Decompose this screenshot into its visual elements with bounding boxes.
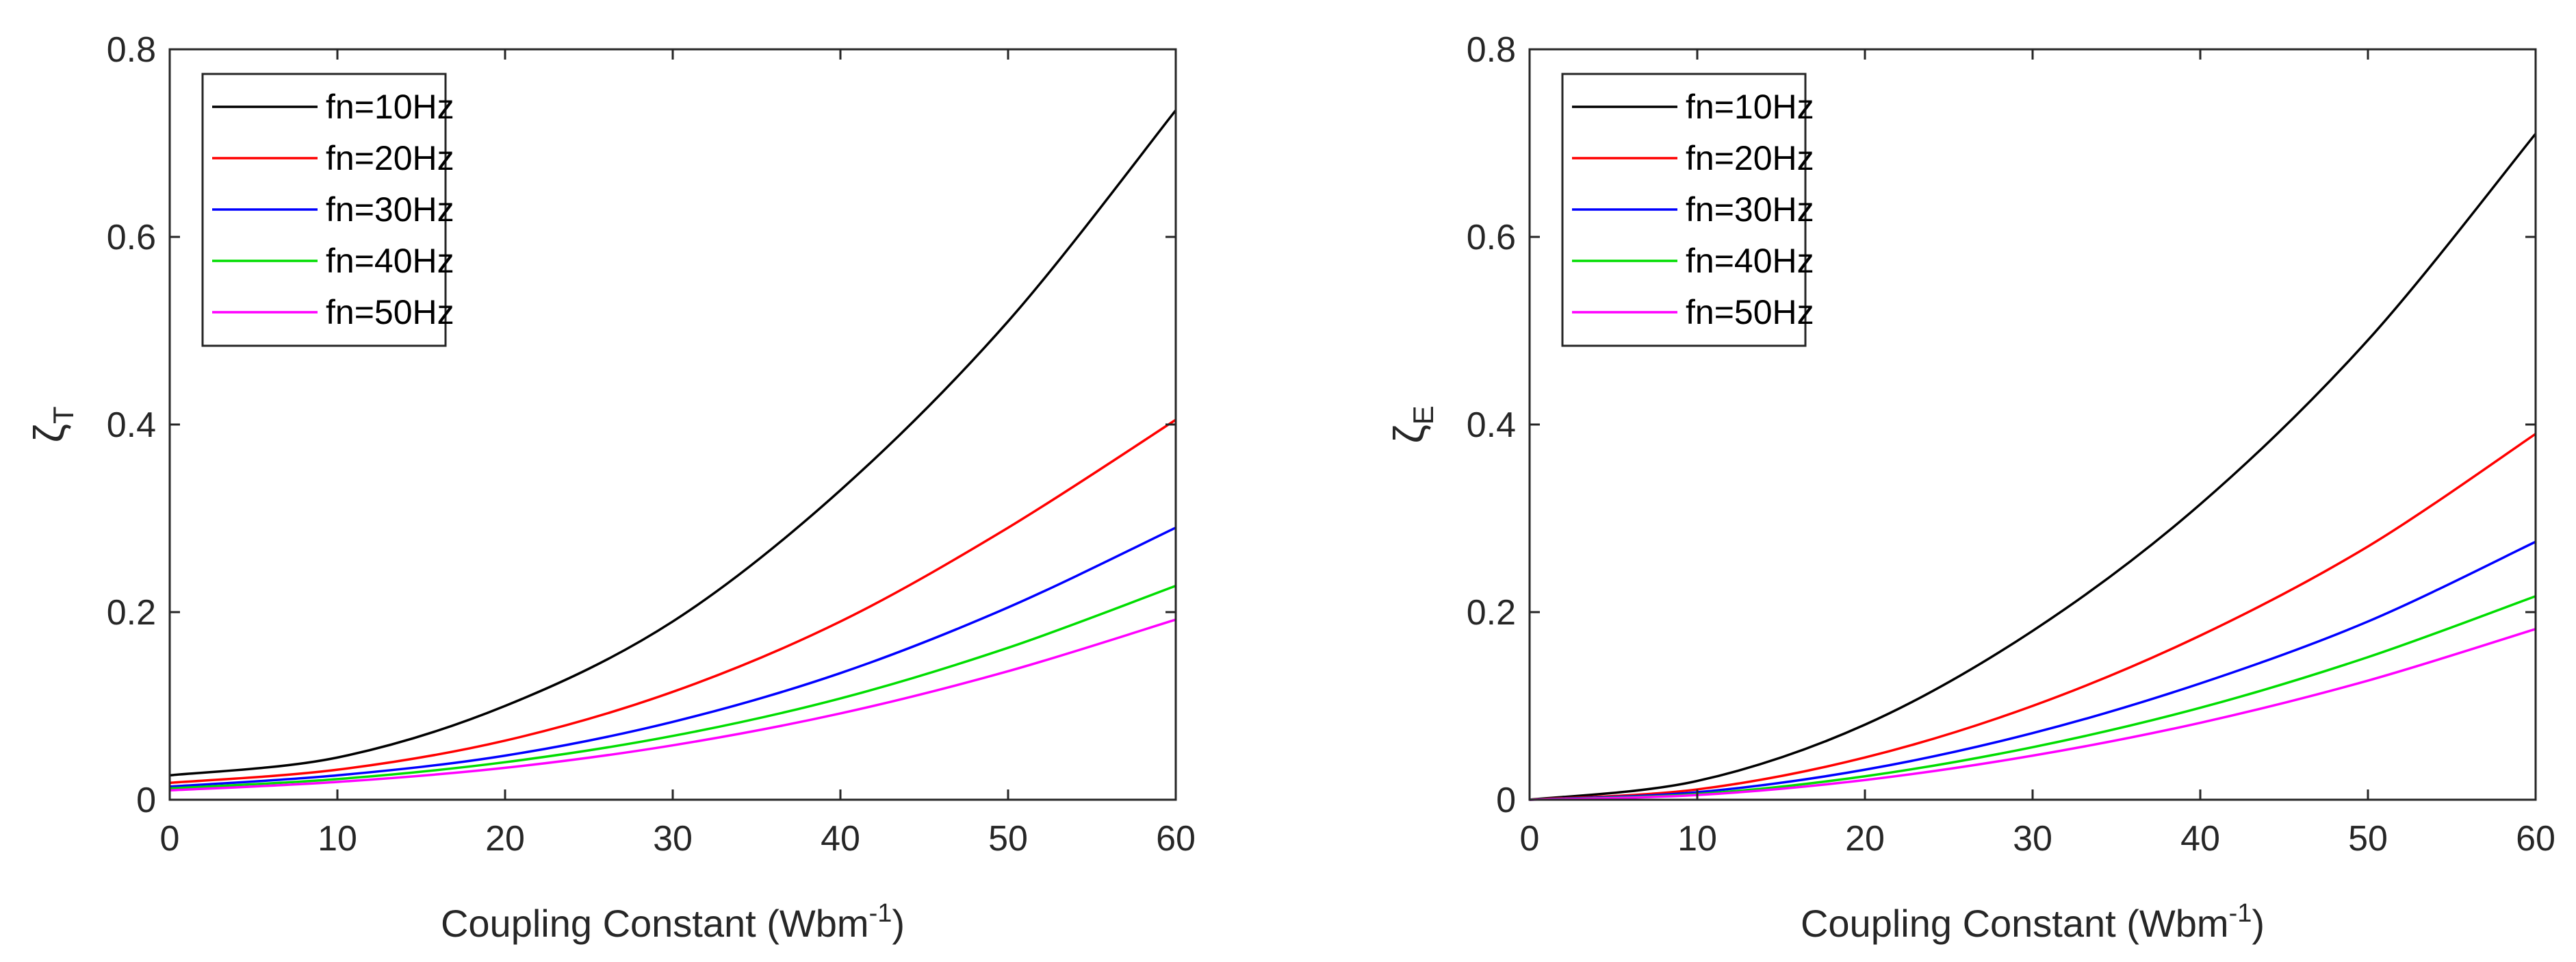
legend-label: fn=20Hz [326,139,454,177]
x-axis-label: Coupling Constant (Wbm-1) [1801,899,2265,945]
x-tick-label: 20 [1845,819,1885,859]
y-tick-label: 0 [1496,781,1516,820]
series-line-fn=20Hz [169,418,1176,785]
y-tick-label: 0.8 [1467,30,1516,70]
x-tick-label: 0 [160,819,180,859]
x-tick-label: 40 [2180,819,2220,859]
y-axis-label: ζE [1386,405,1439,443]
x-tick-label: 30 [653,819,693,859]
legend-label: fn=40Hz [326,242,454,280]
legend-label: fn=10Hz [1686,88,1814,126]
x-tick-label: 30 [2013,819,2052,859]
x-tick-label: 50 [2348,819,2388,859]
y-tick-label: 0.4 [1467,405,1516,445]
legend-label: fn=20Hz [1686,139,1814,177]
y-tick-label: 0.6 [107,218,156,257]
x-tick-label: 60 [2516,819,2555,859]
legend: fn=10Hz fn=20Hz fn=30Hz fn=40Hz fn=50Hz [1561,73,1814,347]
series-line-fn=50Hz [169,618,1176,792]
y-axis-label: ζT [26,407,79,443]
y-tick-label: 0.2 [1467,593,1516,633]
chart-panel-2: 0 10 20 30 40 50 60 0 0.2 0.4 0.6 0.8 Coupling Const… [1386,30,2555,945]
x-tick-label: 0 [1520,819,1540,859]
series-line-fn=40Hz [169,584,1176,790]
legend-label: fn=10Hz [326,88,454,126]
series-line-fn=10Hz [169,109,1177,777]
y-tick-label: 0.2 [107,593,156,633]
legend: fn=10Hz fn=20Hz fn=30Hz fn=40Hz fn=50Hz [201,73,454,347]
legend-label: fn=40Hz [1686,242,1814,280]
x-tick-label: 10 [318,819,357,859]
legend-label: fn=50Hz [326,293,454,331]
y-tick-label: 0 [136,781,156,820]
legend-label: fn=50Hz [1686,293,1814,331]
legend-label: fn=30Hz [326,190,454,229]
x-tick-label: 60 [1156,819,1196,859]
y-tick-label: 0.8 [107,30,156,70]
series-line-fn=30Hz [169,527,1176,788]
x-tick-label: 50 [988,819,1028,859]
series-line-fn=20Hz [1529,433,2536,801]
y-tick-label: 0.6 [1467,218,1516,257]
x-tick-label: 40 [821,819,860,859]
y-tick-label: 0.4 [107,405,156,445]
chart-panel-1: 0 10 20 30 40 50 60 0 0.2 0.4 0.6 0.8 Coupling Const… [26,30,1196,945]
x-tick-label: 10 [1677,819,1717,859]
x-tick-label: 20 [485,819,525,859]
series-line-fn=10Hz [1529,133,2537,801]
x-axis-label: Coupling Constant (Wbm-1) [441,899,905,945]
legend-label: fn=30Hz [1686,190,1814,229]
